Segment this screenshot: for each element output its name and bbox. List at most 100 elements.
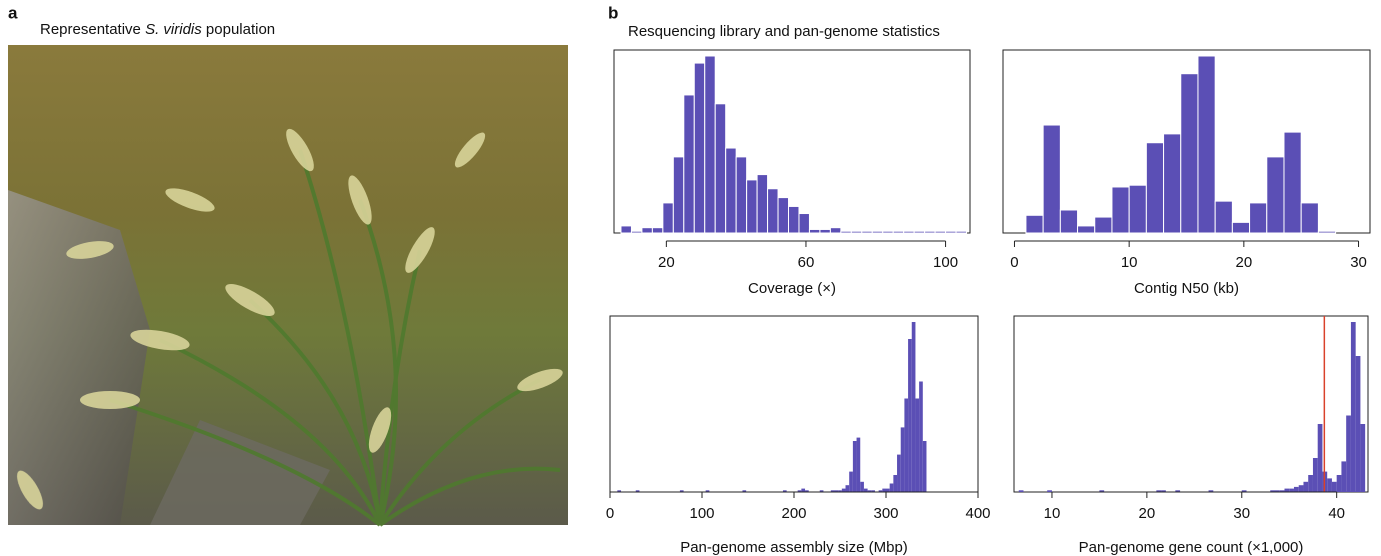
histogram-bar xyxy=(886,488,890,492)
histogram-bar xyxy=(1025,214,1044,234)
histogram-bar xyxy=(1163,133,1182,234)
title-part: Representative xyxy=(40,21,145,38)
histogram-bar xyxy=(1099,490,1105,492)
histogram-bar xyxy=(903,230,915,234)
histogram-bar xyxy=(1284,488,1290,492)
histogram-bar xyxy=(878,490,883,492)
histogram-bar xyxy=(801,488,806,492)
histogram-bar xyxy=(1059,209,1079,234)
histogram-bar xyxy=(1317,424,1323,492)
histogram-bar xyxy=(805,490,809,492)
histogram-bar xyxy=(829,227,842,234)
panel-title: Resquencing library and pan-genome stati… xyxy=(628,23,940,40)
histogram-bar xyxy=(1241,490,1247,492)
x-tick-label: 10 xyxy=(1121,254,1138,271)
histogram-bar xyxy=(635,490,640,492)
histogram-bar xyxy=(882,488,886,492)
histogram-bar xyxy=(1331,481,1337,492)
histogram-bar xyxy=(856,437,861,492)
histogram-bar xyxy=(1308,475,1313,492)
histogram-bar xyxy=(1317,230,1337,234)
histogram-bar xyxy=(892,230,905,234)
histogram-bar xyxy=(746,179,758,234)
histogram-bar xyxy=(1346,415,1351,492)
histogram-bar xyxy=(1231,221,1251,234)
histogram-bar xyxy=(845,485,850,492)
histogram-bar xyxy=(782,490,787,492)
histogram-bar xyxy=(1279,490,1285,492)
x-axis-label: Pan-genome gene count (×1,000) xyxy=(1079,539,1304,556)
x-axis-label: Coverage (×) xyxy=(748,280,836,297)
histogram-bar xyxy=(1180,73,1199,234)
histogram-bar xyxy=(863,488,868,492)
histogram-bar xyxy=(1249,202,1268,234)
histogram-bar xyxy=(808,228,821,234)
histogram-bar xyxy=(849,471,853,492)
histogram-bar xyxy=(651,227,664,234)
histogram-bar xyxy=(915,398,920,492)
histogram-bar xyxy=(1350,322,1356,492)
histogram-bar xyxy=(662,202,674,234)
histogram-bar xyxy=(788,205,800,234)
histogram-bar xyxy=(1266,156,1285,234)
x-axis-label: Contig N50 (kb) xyxy=(1134,280,1239,297)
x-tick-label: 10 xyxy=(1044,505,1061,522)
x-tick-label: 400 xyxy=(965,505,990,522)
histogram-bar xyxy=(861,230,873,234)
x-tick-label: 20 xyxy=(1139,505,1156,522)
histogram-bar xyxy=(1175,490,1181,492)
histogram-bar xyxy=(714,103,727,234)
histogram-bar xyxy=(1303,481,1309,492)
histogram-bar xyxy=(1327,478,1332,492)
histogram-bar xyxy=(1214,200,1233,234)
panel-label: a xyxy=(8,3,18,22)
histogram-bar xyxy=(1047,490,1052,492)
histogram-bar xyxy=(889,483,894,492)
photo xyxy=(8,45,568,527)
histogram-bar xyxy=(913,230,926,234)
histogram-bar xyxy=(871,230,884,234)
histogram-bar xyxy=(725,147,737,234)
histogram-bar xyxy=(672,156,685,234)
histogram-bar xyxy=(797,490,802,492)
histogram-bar xyxy=(1018,490,1024,492)
histogram-bar xyxy=(683,94,695,234)
histogram-bar xyxy=(867,490,872,492)
histogram-bar xyxy=(871,490,875,492)
x-tick-label: 40 xyxy=(1328,505,1345,522)
x-tick-label: 30 xyxy=(1350,254,1367,271)
histogram-bar xyxy=(1336,475,1342,492)
histogram-bar xyxy=(1298,485,1304,492)
x-tick-label: 60 xyxy=(798,254,815,271)
histogram-bar xyxy=(620,225,632,234)
histogram-bar xyxy=(922,441,927,492)
histogram-bar xyxy=(1161,490,1166,492)
histogram-bar xyxy=(840,230,852,234)
panel-title: Representative S. viridis population xyxy=(40,21,275,38)
histogram-bar xyxy=(798,213,810,234)
histogram-bar xyxy=(679,490,684,492)
x-tick-label: 0 xyxy=(1010,254,1018,271)
histogram-bar xyxy=(834,490,839,492)
x-tick-label: 200 xyxy=(781,505,806,522)
histogram-bar xyxy=(777,197,790,234)
histogram-bar xyxy=(904,398,909,492)
histogram-bar xyxy=(882,230,894,234)
histogram-bar xyxy=(860,481,864,492)
histogram-bar xyxy=(900,427,905,492)
histogram-bar xyxy=(945,230,957,234)
histogram-bar xyxy=(897,454,901,492)
histogram-bar xyxy=(693,62,706,234)
x-tick-label: 300 xyxy=(873,505,898,522)
histogram-bar xyxy=(617,490,622,492)
histogram-bar xyxy=(1197,55,1216,234)
histogram-bar xyxy=(819,228,831,234)
histogram-bar xyxy=(955,230,968,234)
histogram-bar xyxy=(756,174,769,234)
histogram-bar xyxy=(1289,488,1294,492)
histogram-bar xyxy=(919,381,923,492)
histogram-bar xyxy=(1312,458,1318,492)
histogram-bar xyxy=(893,475,898,492)
